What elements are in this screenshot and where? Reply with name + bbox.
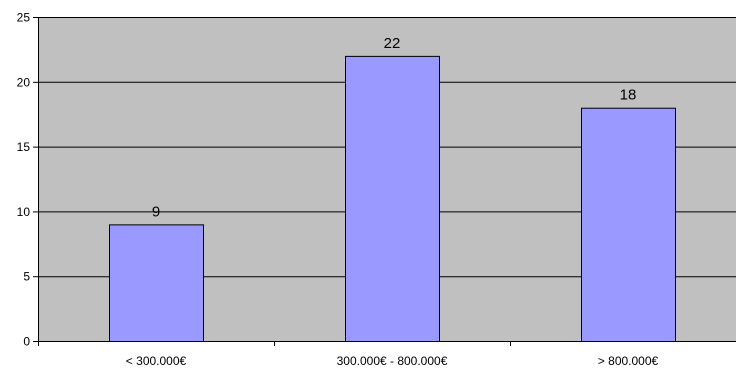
- y-tick-label: 15: [17, 140, 31, 154]
- bars: [109, 55, 676, 342]
- data-label: 9: [152, 203, 160, 220]
- category-label: < 300.000€: [126, 354, 187, 368]
- y-tick-label: 20: [17, 75, 31, 89]
- y-tick-label: 25: [17, 11, 31, 25]
- y-tick-label: 0: [23, 335, 30, 349]
- bar: [581, 107, 676, 342]
- data-labels: 9 22 18: [152, 35, 637, 220]
- bar: [345, 55, 440, 342]
- bar: [109, 224, 204, 342]
- category-label: 300.000€ - 800.000€: [337, 354, 448, 368]
- y-tick-label: 10: [17, 205, 31, 219]
- x-axis-ticks: < 300.000€ 300.000€ - 800.000€ > 800.000€: [38, 341, 659, 368]
- category-label: > 800.000€: [598, 354, 659, 368]
- y-tick-label: 5: [23, 270, 30, 284]
- y-axis-ticks: 0 5 10 15 20 25: [17, 11, 38, 349]
- data-label: 22: [384, 35, 401, 52]
- data-label: 18: [620, 87, 637, 104]
